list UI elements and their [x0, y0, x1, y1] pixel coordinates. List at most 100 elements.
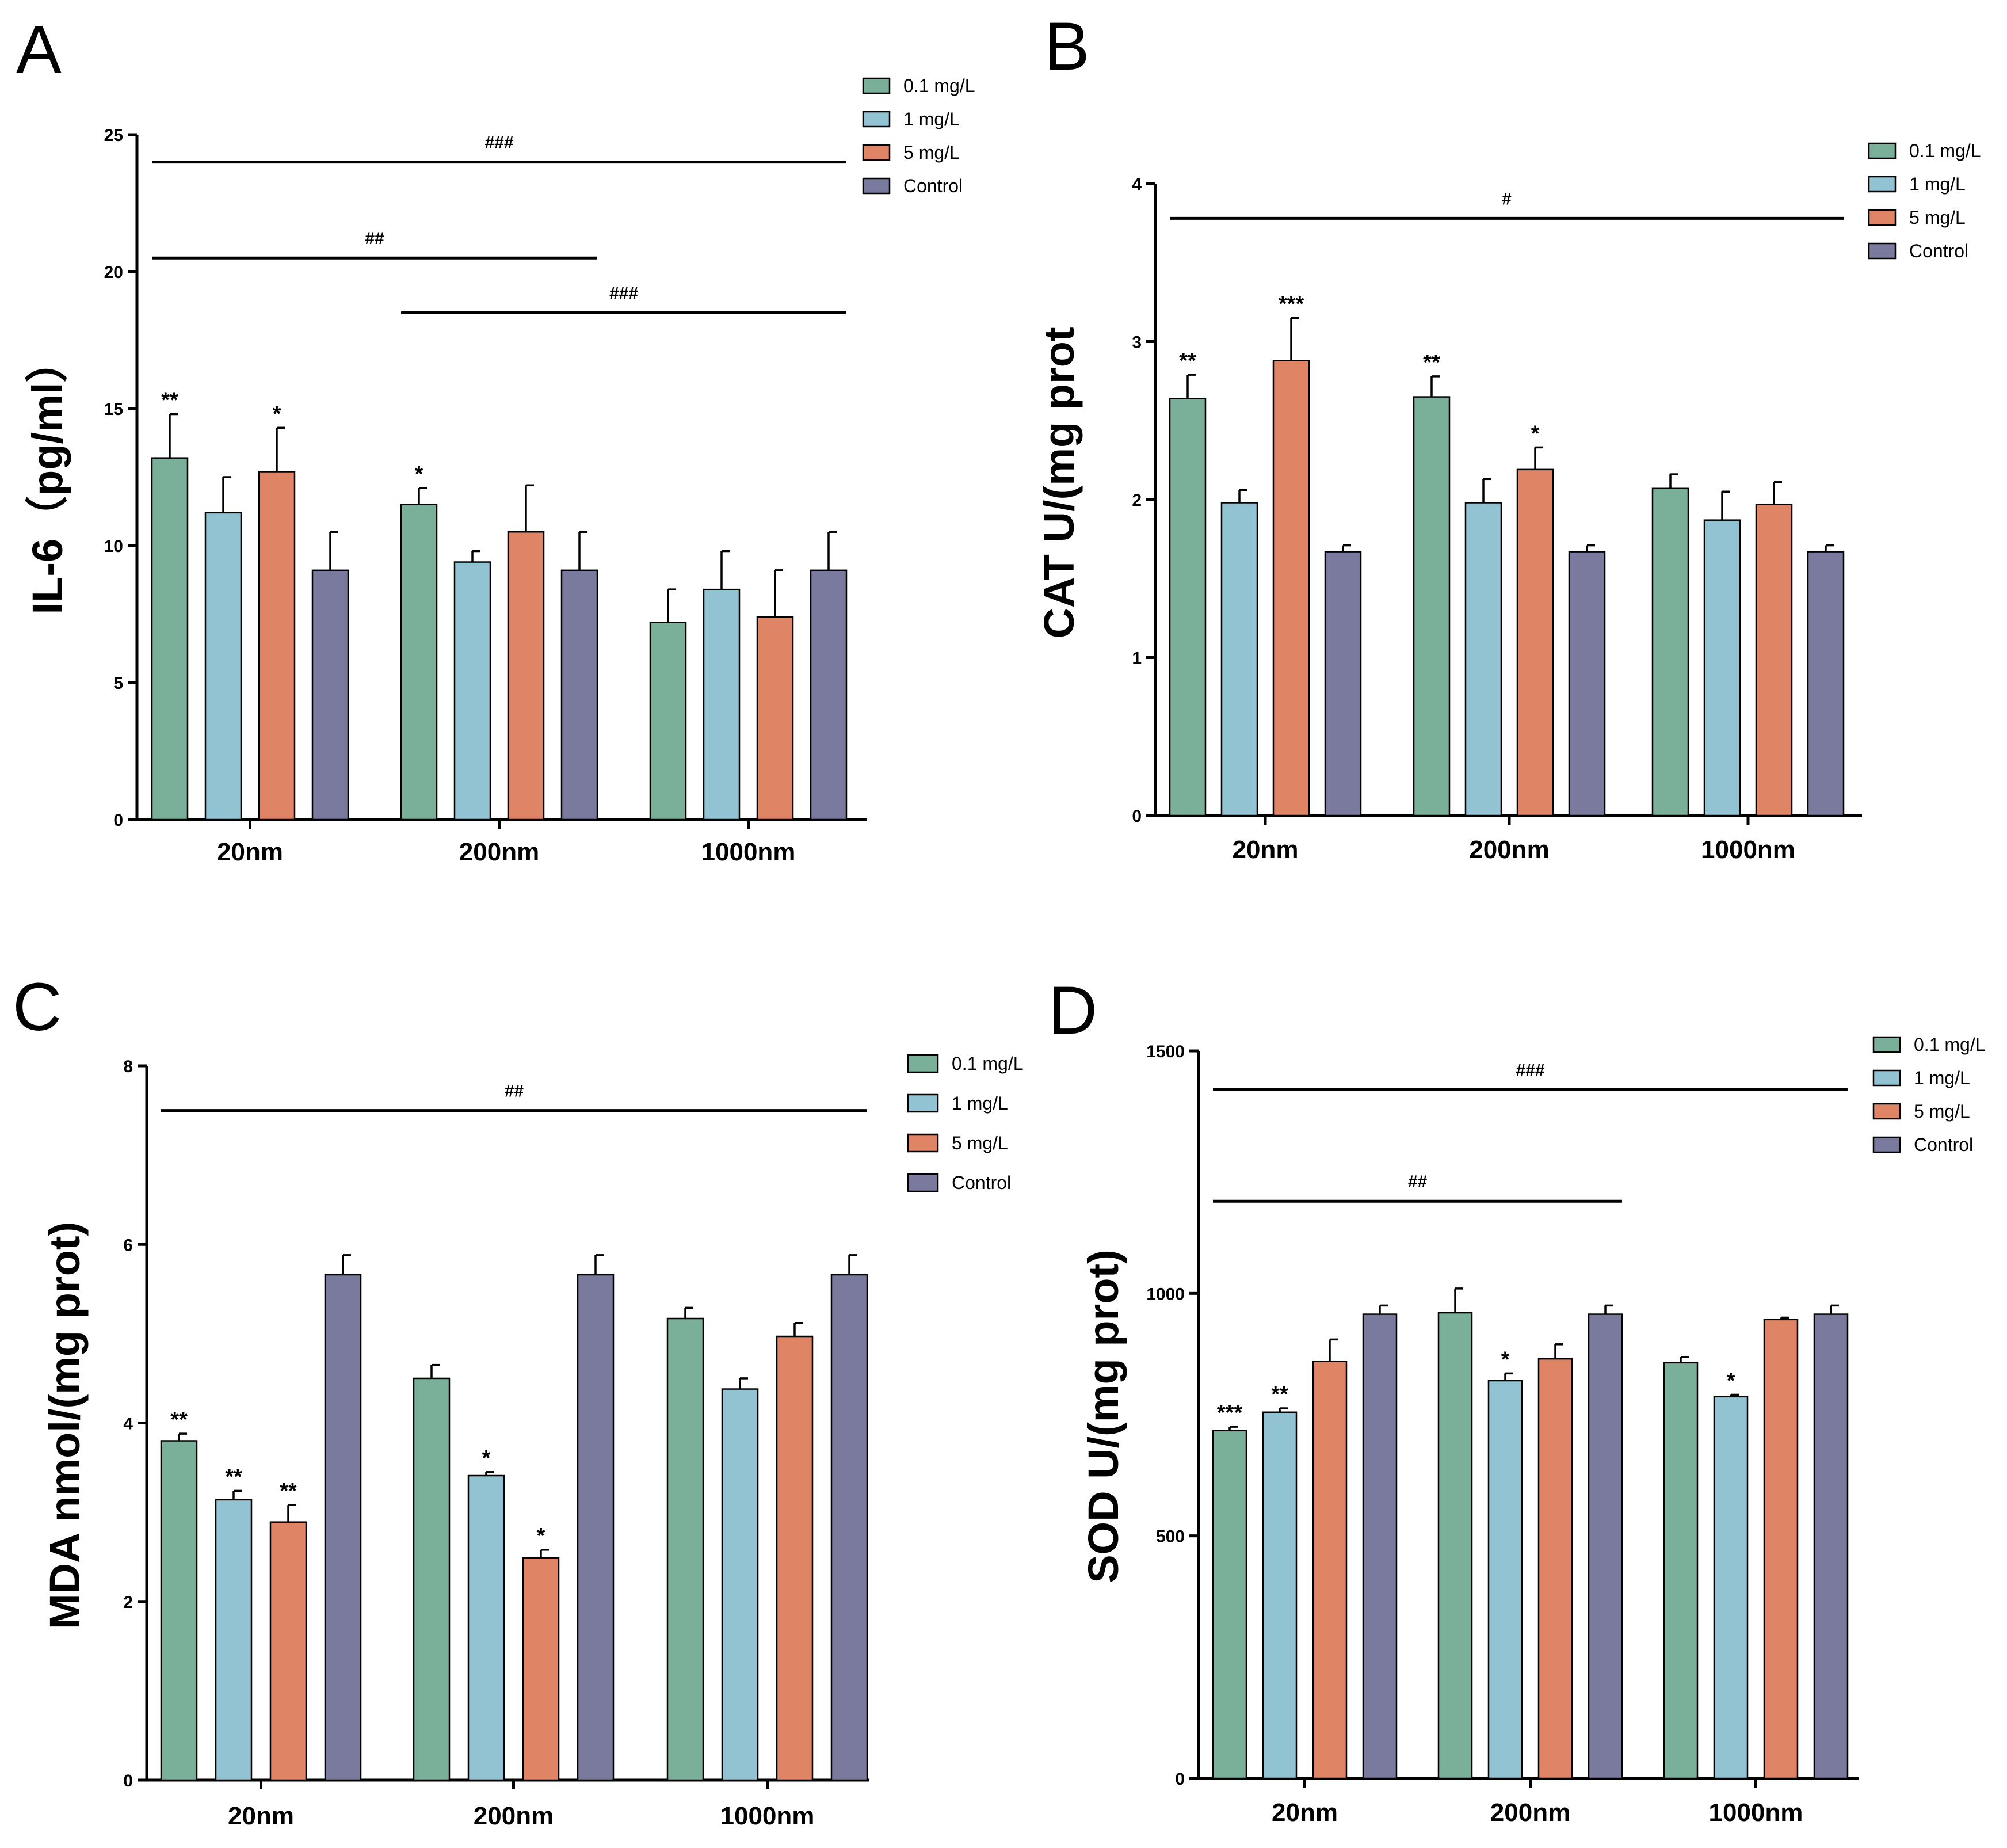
legend-label: 1 mg/L — [903, 109, 960, 129]
x-category-label: 20nm — [217, 838, 283, 866]
significance-hash: ## — [1408, 1172, 1428, 1191]
y-tick-label: 0 — [1175, 1770, 1185, 1789]
significance-hash: ### — [1516, 1061, 1544, 1080]
bar — [1464, 502, 1502, 817]
significance-hash: # — [1502, 189, 1512, 208]
significance-stars: * — [1501, 1347, 1510, 1371]
significance-stars: ** — [1271, 1382, 1288, 1407]
bar — [1537, 1358, 1573, 1780]
legend-swatch — [907, 1093, 939, 1113]
significance-hash: ## — [365, 229, 384, 248]
y-tick-label: 2 — [1132, 491, 1142, 510]
y-axis-label: MDA nmol/(mg prot) — [41, 1222, 89, 1629]
significance-hash: ### — [484, 134, 513, 153]
y-tick-label: 4 — [123, 1415, 133, 1434]
legend-label: 5 mg/L — [952, 1133, 1008, 1153]
bar — [1651, 487, 1689, 817]
bar — [258, 471, 296, 821]
y-tick-label: 0 — [1132, 807, 1142, 826]
legend-swatch — [1872, 1069, 1901, 1087]
panel-letter-b: B — [1044, 9, 1090, 85]
bar — [269, 1521, 307, 1781]
y-tick-label: 8 — [123, 1057, 133, 1076]
y-axis-label: SOD U/(mg prot) — [1079, 1249, 1127, 1583]
x-category-label: 200nm — [1490, 1799, 1570, 1827]
significance-stars: * — [415, 462, 423, 486]
y-tick-label: 6 — [123, 1236, 133, 1255]
bar — [1487, 1380, 1523, 1780]
bar — [810, 569, 848, 821]
x-category-label: 1000nm — [720, 1802, 815, 1830]
bar — [151, 457, 189, 821]
x-category-label: 1000nm — [701, 838, 796, 866]
y-tick-label: 0 — [123, 1771, 133, 1790]
significance-stars: *** — [1217, 1401, 1243, 1425]
legend-label: 0.1 mg/L — [952, 1053, 1024, 1074]
bar — [1755, 503, 1793, 817]
bar — [453, 561, 491, 821]
significance-stars: ** — [1423, 350, 1440, 375]
bar — [1312, 1361, 1348, 1780]
y-tick-label: 20 — [104, 263, 123, 282]
bar — [703, 588, 741, 821]
bar — [1413, 396, 1451, 817]
y-tick-label: 3 — [1132, 333, 1142, 352]
legend-swatch — [1872, 1136, 1901, 1153]
bar — [721, 1388, 759, 1781]
bar — [830, 1274, 868, 1781]
bar — [311, 569, 349, 821]
significance-hash: ## — [505, 1082, 524, 1101]
y-tick-label: 5 — [113, 674, 123, 693]
y-tick-label: 500 — [1156, 1527, 1185, 1546]
bar — [649, 622, 687, 821]
bar — [776, 1335, 814, 1781]
legend-label: 5 mg/L — [1909, 207, 1966, 228]
legend-label: 1 mg/L — [952, 1093, 1008, 1114]
bar — [1212, 1430, 1247, 1780]
y-tick-label: 25 — [104, 126, 123, 145]
significance-stars: * — [1727, 1369, 1735, 1393]
bar — [467, 1474, 505, 1781]
legend-swatch — [1868, 142, 1897, 159]
bar — [560, 569, 598, 821]
legend-swatch — [862, 144, 891, 161]
legend-label: 0.1 mg/L — [903, 75, 975, 96]
significance-hash: ### — [609, 284, 638, 303]
legend-swatch — [862, 77, 891, 94]
significance-stars: ** — [225, 1465, 242, 1489]
bar — [413, 1377, 451, 1781]
bar — [1807, 551, 1845, 817]
y-tick-label: 2 — [123, 1593, 133, 1612]
legend-swatch — [1868, 176, 1897, 193]
significance-stars: ** — [170, 1408, 188, 1432]
legend-label: 0.1 mg/L — [1914, 1034, 1986, 1055]
y-tick-label: 0 — [113, 811, 123, 830]
x-category-label: 20nm — [1233, 836, 1299, 864]
legend-label: 5 mg/L — [903, 142, 960, 163]
y-tick-label: 4 — [1132, 175, 1142, 194]
legend-swatch — [907, 1133, 939, 1153]
bar — [522, 1557, 560, 1781]
bar — [1220, 502, 1258, 817]
panel-letter-d: D — [1048, 973, 1097, 1049]
bar — [1813, 1313, 1849, 1780]
bar — [160, 1440, 198, 1781]
bar — [215, 1499, 253, 1781]
bar — [1437, 1312, 1473, 1780]
bar — [1324, 551, 1362, 817]
legend-label: Control — [1909, 241, 1968, 261]
legend-swatch — [862, 177, 891, 195]
bar — [400, 504, 438, 821]
y-axis-label: CAT U/(mg prot — [1035, 327, 1083, 638]
legend-swatch — [907, 1054, 939, 1073]
panel-letter-c: C — [13, 969, 62, 1045]
legend-swatch — [1872, 1103, 1901, 1120]
significance-stars: ** — [161, 388, 178, 413]
legend-label: 1 mg/L — [1914, 1068, 1970, 1088]
legend-swatch — [1868, 209, 1897, 226]
